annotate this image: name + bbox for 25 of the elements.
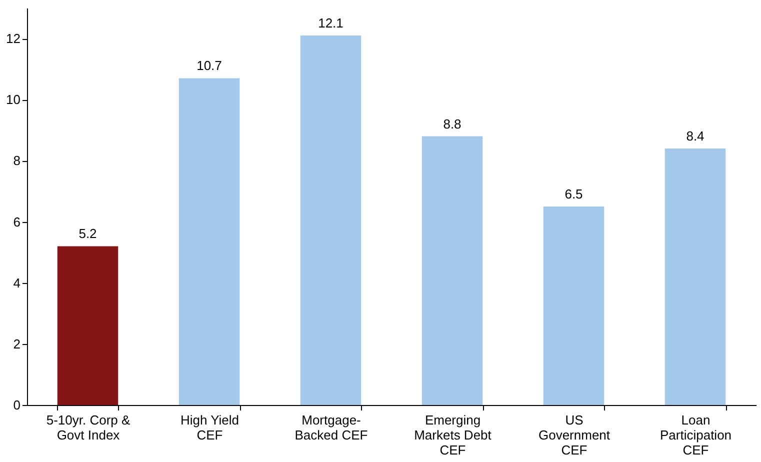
x-tick-label: High Yield CEF [180,412,240,442]
bar [178,78,240,405]
x-tick-label: Mortgage- Backed CEF [294,412,368,442]
data-label: 8.8 [443,116,462,132]
data-label: 12.1 [318,15,344,30]
y-tick-label: 2 [13,336,20,352]
y-tick-label: 0 [13,398,20,412]
x-tick-label: Loan Participation CEF [660,412,732,458]
bar [422,136,483,405]
bar [664,148,726,405]
x-tick-label: Emerging Markets Debt CEF [414,412,492,458]
data-label: 10.7 [196,58,222,74]
x-tick-label: US Government CEF [538,412,610,458]
y-tick-label: 6 [13,214,20,230]
bar [57,246,118,405]
data-label: 5.2 [78,226,97,242]
y-tick-label: 8 [13,153,20,168]
y-tick-label: 10 [6,92,20,108]
y-tick-label: 4 [13,275,20,290]
bar [300,35,362,405]
bar [543,206,604,405]
x-tick-label: 5-10yr. Corp & Govt Index [46,412,130,442]
data-label: 6.5 [564,186,583,202]
y-tick-label: 12 [6,31,20,46]
data-label: 8.4 [686,128,704,144]
